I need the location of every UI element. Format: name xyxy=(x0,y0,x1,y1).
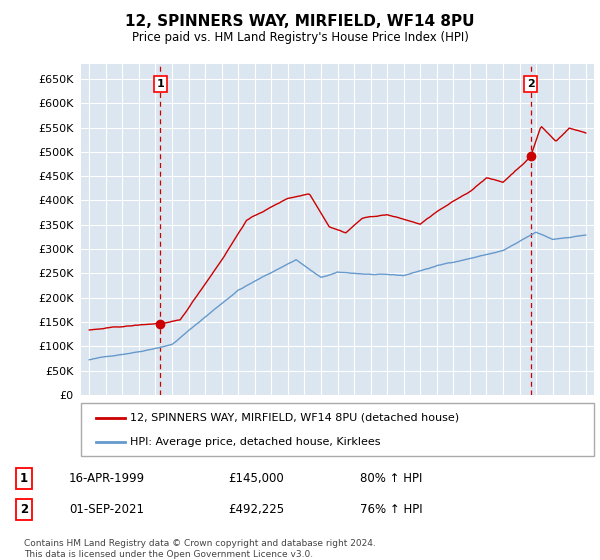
Text: £492,225: £492,225 xyxy=(228,503,284,516)
Text: Contains HM Land Registry data © Crown copyright and database right 2024.
This d: Contains HM Land Registry data © Crown c… xyxy=(24,539,376,559)
Text: 2: 2 xyxy=(20,503,28,516)
Text: 76% ↑ HPI: 76% ↑ HPI xyxy=(360,503,422,516)
Text: 1: 1 xyxy=(20,472,28,486)
Text: 1: 1 xyxy=(157,80,164,89)
Text: Price paid vs. HM Land Registry's House Price Index (HPI): Price paid vs. HM Land Registry's House … xyxy=(131,31,469,44)
Text: 12, SPINNERS WAY, MIRFIELD, WF14 8PU: 12, SPINNERS WAY, MIRFIELD, WF14 8PU xyxy=(125,14,475,29)
Text: 12, SPINNERS WAY, MIRFIELD, WF14 8PU (detached house): 12, SPINNERS WAY, MIRFIELD, WF14 8PU (de… xyxy=(130,413,459,423)
Text: £145,000: £145,000 xyxy=(228,472,284,486)
Text: 80% ↑ HPI: 80% ↑ HPI xyxy=(360,472,422,486)
Text: 01-SEP-2021: 01-SEP-2021 xyxy=(69,503,144,516)
Text: 16-APR-1999: 16-APR-1999 xyxy=(69,472,145,486)
Text: HPI: Average price, detached house, Kirklees: HPI: Average price, detached house, Kirk… xyxy=(130,437,380,447)
Text: 2: 2 xyxy=(527,80,535,89)
